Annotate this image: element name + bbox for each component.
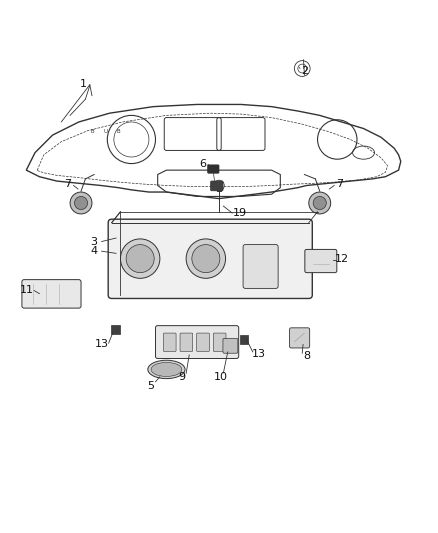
FancyBboxPatch shape xyxy=(213,333,226,351)
Text: B: B xyxy=(90,129,94,134)
FancyBboxPatch shape xyxy=(180,333,193,351)
Circle shape xyxy=(313,197,326,209)
Text: 1: 1 xyxy=(80,79,87,89)
Circle shape xyxy=(70,192,92,214)
Ellipse shape xyxy=(151,362,182,376)
Text: B: B xyxy=(117,129,120,134)
Text: 3: 3 xyxy=(91,237,98,247)
Text: 8: 8 xyxy=(303,351,310,361)
FancyBboxPatch shape xyxy=(211,181,223,191)
FancyBboxPatch shape xyxy=(223,338,238,353)
FancyBboxPatch shape xyxy=(108,219,312,298)
Text: 2: 2 xyxy=(301,66,308,76)
FancyBboxPatch shape xyxy=(111,325,120,334)
FancyBboxPatch shape xyxy=(208,165,219,173)
Text: 13: 13 xyxy=(95,340,109,350)
Text: 12: 12 xyxy=(335,254,349,264)
Text: 13: 13 xyxy=(251,349,265,359)
Circle shape xyxy=(309,192,331,214)
Circle shape xyxy=(74,197,88,209)
FancyBboxPatch shape xyxy=(305,249,337,273)
FancyBboxPatch shape xyxy=(155,326,239,359)
Text: 19: 19 xyxy=(233,208,247,218)
Circle shape xyxy=(120,239,160,278)
Text: 7: 7 xyxy=(336,179,343,189)
Circle shape xyxy=(192,245,220,273)
Text: 6: 6 xyxy=(199,159,206,168)
Text: 11: 11 xyxy=(20,285,34,295)
FancyBboxPatch shape xyxy=(197,333,209,351)
FancyBboxPatch shape xyxy=(240,335,248,344)
FancyBboxPatch shape xyxy=(163,333,176,351)
Text: 5: 5 xyxy=(148,381,155,391)
Circle shape xyxy=(126,245,154,273)
Text: 4: 4 xyxy=(91,246,98,256)
Ellipse shape xyxy=(148,360,185,378)
Text: 10: 10 xyxy=(214,372,228,382)
Text: 7: 7 xyxy=(64,179,71,189)
FancyBboxPatch shape xyxy=(243,245,278,288)
FancyBboxPatch shape xyxy=(290,328,310,348)
Text: 9: 9 xyxy=(178,372,185,382)
Circle shape xyxy=(186,239,226,278)
FancyBboxPatch shape xyxy=(22,280,81,308)
Text: U: U xyxy=(103,129,107,134)
